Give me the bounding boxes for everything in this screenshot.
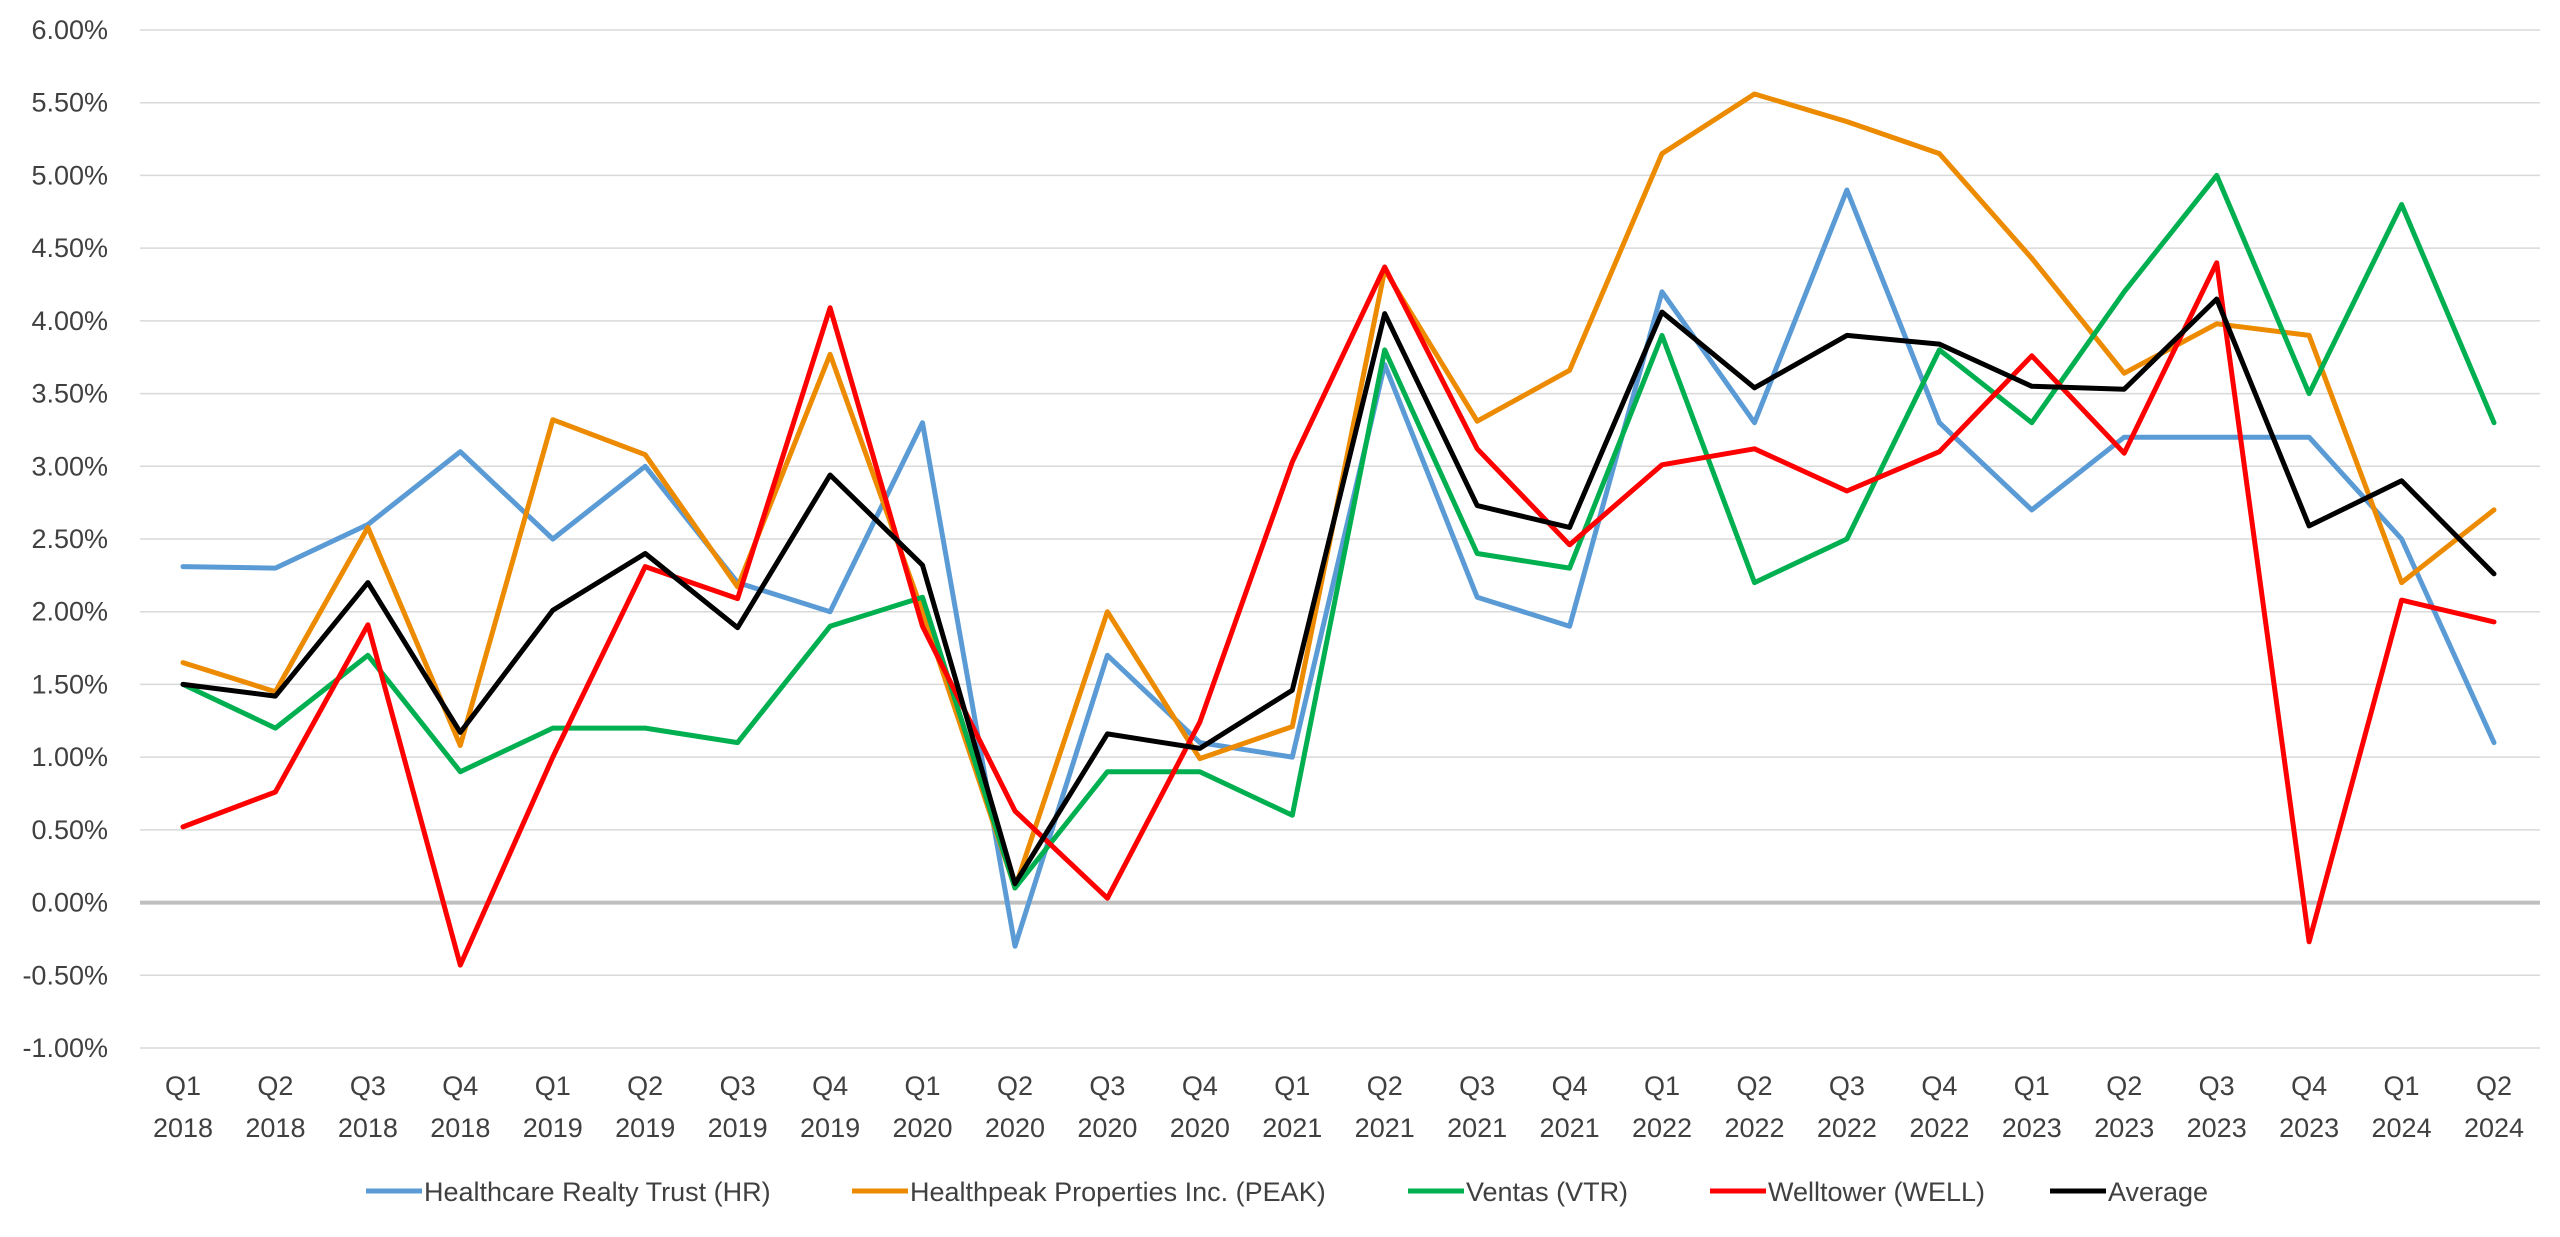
x-tick-quarter: Q3	[2199, 1071, 2235, 1101]
y-tick-label: 0.00%	[31, 888, 108, 918]
x-tick-quarter: Q1	[905, 1071, 941, 1101]
series-lines	[180, 91, 2497, 968]
y-tick-label: 1.00%	[31, 742, 108, 772]
y-tick-label: 1.50%	[31, 669, 108, 699]
y-tick-label: 5.50%	[31, 88, 108, 118]
y-tick-label: 5.00%	[31, 160, 108, 190]
x-tick-year: 2018	[153, 1113, 213, 1143]
x-tick-year: 2022	[1909, 1113, 1969, 1143]
x-tick-year: 2022	[1632, 1113, 1692, 1143]
x-axis: Q1 2018 Q2 2018 Q3 2018 Q4 2018 Q1 2019 Q2 2019 Q3 20…	[153, 1071, 2524, 1143]
series-line-1	[180, 187, 2497, 949]
x-tick-year: 2021	[1540, 1113, 1600, 1143]
series-line-2	[180, 91, 2497, 891]
y-tick-label: 0.50%	[31, 815, 108, 845]
y-tick-label: 3.00%	[31, 451, 108, 481]
x-tick-year: 2019	[708, 1113, 768, 1143]
x-tick-year: 2021	[1355, 1113, 1415, 1143]
x-tick-quarter: Q1	[535, 1071, 571, 1101]
x-tick-quarter: Q1	[1644, 1071, 1680, 1101]
x-tick-quarter: Q1	[165, 1071, 201, 1101]
x-tick-quarter: Q1	[1274, 1071, 1310, 1101]
x-tick-quarter: Q4	[2291, 1071, 2327, 1101]
x-tick-quarter: Q3	[350, 1071, 386, 1101]
x-tick-year: 2019	[800, 1113, 860, 1143]
x-tick-quarter: Q2	[257, 1071, 293, 1101]
legend-label: Average	[2108, 1177, 2208, 1207]
y-tick-label: -0.50%	[22, 960, 108, 990]
y-tick-label: 3.50%	[31, 379, 108, 409]
legend-label: Welltower (WELL)	[1768, 1177, 1985, 1207]
series-line-5	[180, 296, 2497, 887]
x-tick-quarter: Q4	[1921, 1071, 1957, 1101]
x-tick-year: 2019	[615, 1113, 675, 1143]
series-line-4	[180, 260, 2497, 968]
x-tick-quarter: Q1	[2014, 1071, 2050, 1101]
x-tick-quarter: Q3	[720, 1071, 756, 1101]
x-tick-year: 2023	[2094, 1113, 2154, 1143]
x-tick-year: 2020	[1077, 1113, 1137, 1143]
x-tick-year: 2019	[523, 1113, 583, 1143]
x-tick-quarter: Q3	[1459, 1071, 1495, 1101]
x-tick-year: 2024	[2372, 1113, 2432, 1143]
x-tick-quarter: Q3	[1829, 1071, 1865, 1101]
x-tick-quarter: Q4	[442, 1071, 478, 1101]
y-tick-label: 6.00%	[31, 15, 108, 45]
legend: Healthcare Realty Trust (HR) Healthpeak P…	[366, 1177, 2208, 1207]
x-tick-year: 2022	[1724, 1113, 1784, 1143]
gridlines	[140, 29, 2540, 1049]
x-tick-year: 2018	[338, 1113, 398, 1143]
x-tick-quarter: Q4	[1552, 1071, 1588, 1101]
x-tick-quarter: Q2	[1736, 1071, 1772, 1101]
x-tick-quarter: Q2	[1367, 1071, 1403, 1101]
x-tick-quarter: Q2	[997, 1071, 1033, 1101]
x-tick-year: 2020	[1170, 1113, 1230, 1143]
y-tick-label: 2.00%	[31, 597, 108, 627]
x-tick-year: 2023	[2279, 1113, 2339, 1143]
legend-label: Ventas (VTR)	[1466, 1177, 1628, 1207]
x-tick-year: 2021	[1447, 1113, 1507, 1143]
x-tick-quarter: Q2	[2106, 1071, 2142, 1101]
legend-label: Healthcare Realty Trust (HR)	[424, 1177, 771, 1207]
x-tick-quarter: Q3	[1089, 1071, 1125, 1101]
legend-label: Healthpeak Properties Inc. (PEAK)	[910, 1177, 1326, 1207]
x-tick-quarter: Q2	[2476, 1071, 2512, 1101]
x-tick-year: 2022	[1817, 1113, 1877, 1143]
x-tick-year: 2023	[2187, 1113, 2247, 1143]
x-tick-year: 2024	[2464, 1113, 2524, 1143]
x-tick-quarter: Q4	[1182, 1071, 1218, 1101]
series-line-3	[180, 172, 2497, 891]
y-axis: -1.00% -0.50% 0.00% 0.50% 1.00% 1.50% 2.00% 2.5…	[22, 15, 108, 1063]
x-tick-year: 2018	[430, 1113, 490, 1143]
x-tick-quarter: Q2	[627, 1071, 663, 1101]
x-tick-year: 2023	[2002, 1113, 2062, 1143]
y-tick-label: 2.50%	[31, 524, 108, 554]
x-tick-year: 2020	[892, 1113, 952, 1143]
x-tick-year: 2021	[1262, 1113, 1322, 1143]
x-tick-quarter: Q4	[812, 1071, 848, 1101]
y-tick-label: -1.00%	[22, 1033, 108, 1063]
y-tick-label: 4.00%	[31, 306, 108, 336]
y-tick-label: 4.50%	[31, 233, 108, 263]
x-tick-year: 2020	[985, 1113, 1045, 1143]
x-tick-year: 2018	[245, 1113, 305, 1143]
x-tick-quarter: Q1	[2384, 1071, 2420, 1101]
